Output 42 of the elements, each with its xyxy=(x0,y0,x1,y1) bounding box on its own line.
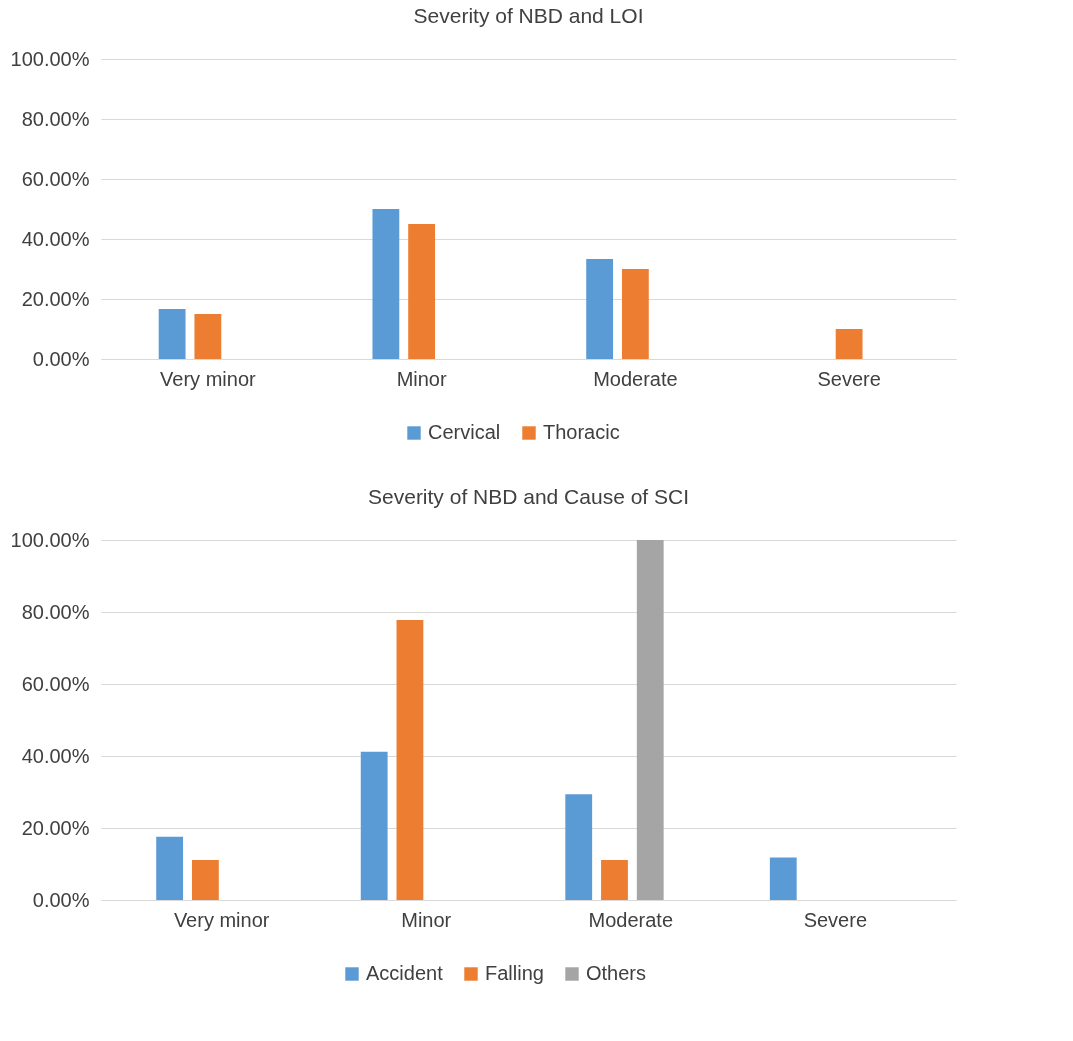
y-tick-label: 80.00% xyxy=(21,600,90,623)
x-tick-label: Minor xyxy=(401,908,452,931)
bar xyxy=(396,619,424,900)
chart-title: Severity of NBD and LOI xyxy=(413,4,644,27)
bar xyxy=(636,540,664,900)
legend-label: Thoracic xyxy=(543,421,620,443)
x-tick-label: Severe xyxy=(803,908,868,931)
x-tick-label: Severe xyxy=(817,367,881,390)
bar xyxy=(194,314,222,359)
bar xyxy=(156,836,184,900)
y-tick-label: 60.00% xyxy=(21,167,90,190)
y-tick-label: 60.00% xyxy=(21,672,90,695)
y-tick-label: 100.00% xyxy=(10,528,90,551)
bar xyxy=(769,857,797,900)
y-tick-label: 40.00% xyxy=(21,744,90,767)
bar xyxy=(601,860,628,900)
x-tick-label: Very minor xyxy=(160,367,256,390)
bar xyxy=(360,751,388,900)
bar xyxy=(158,308,186,359)
y-tick-label: 40.00% xyxy=(21,227,90,250)
y-tick-label: 0.00% xyxy=(32,888,90,911)
y-tick-label: 80.00% xyxy=(21,107,90,130)
x-tick-label: Minor xyxy=(396,367,447,390)
legend-label: Cervical xyxy=(428,421,501,443)
bar xyxy=(565,794,593,900)
legend-label: Others xyxy=(586,962,647,984)
bar xyxy=(372,209,400,359)
bar xyxy=(408,224,436,359)
x-tick-label: Moderate xyxy=(588,908,674,931)
x-tick-label: Very minor xyxy=(173,908,270,931)
bar xyxy=(191,860,219,900)
y-tick-label: 20.00% xyxy=(21,287,90,310)
y-tick-label: 100.00% xyxy=(10,47,90,70)
bar xyxy=(621,269,649,359)
y-tick-label: 0.00% xyxy=(32,347,90,370)
y-tick-label: 20.00% xyxy=(21,816,90,839)
x-tick-label: Moderate xyxy=(593,367,678,390)
legend-label: Falling xyxy=(485,962,544,984)
bar xyxy=(586,259,614,359)
bar xyxy=(835,329,863,359)
legend-label: Accident xyxy=(366,962,444,984)
chart-title: Severity of NBD and Cause of SCI xyxy=(368,485,689,508)
